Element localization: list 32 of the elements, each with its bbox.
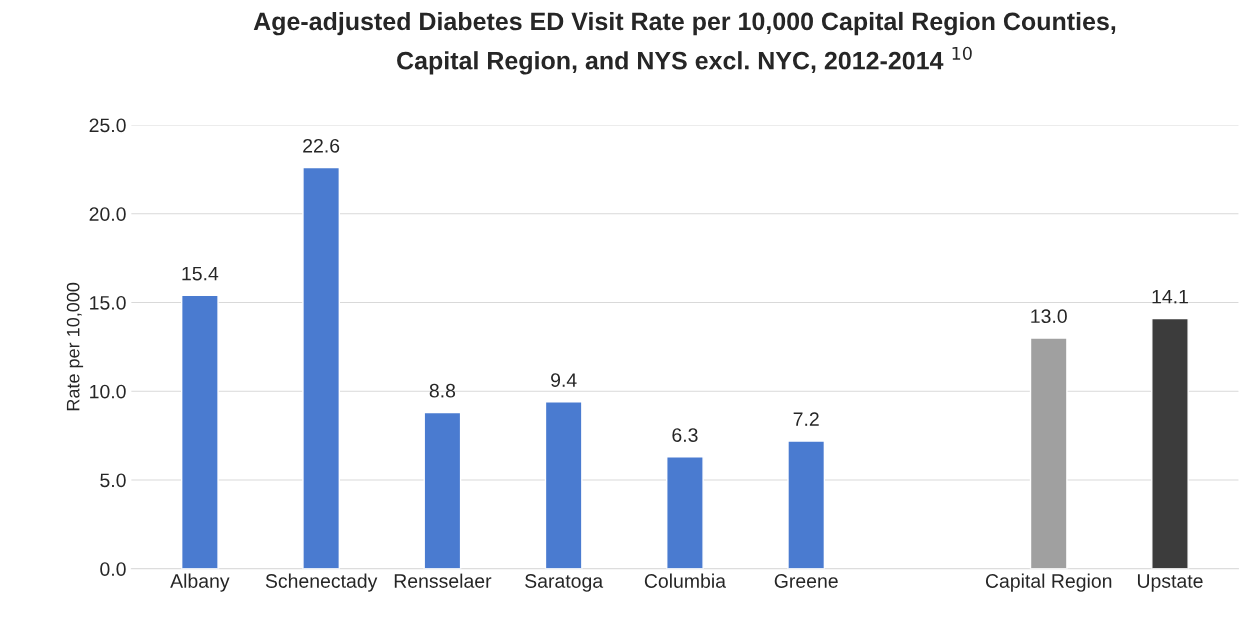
x-tick-label: Greene [774, 574, 838, 588]
y-tick-label: 20.0 [89, 207, 126, 221]
y-tick-label: 0.0 [100, 562, 126, 576]
y-tick-label: 25.0 [89, 118, 126, 133]
data-label: 15.4 [182, 266, 219, 281]
bar [1151, 317, 1189, 569]
x-tick-label: Columbia [644, 573, 726, 588]
bar [787, 440, 826, 569]
x-tick-label: Upstate [1137, 574, 1203, 592]
data-label: 6.3 [672, 428, 698, 442]
x-tick-label: Rensselaer [394, 573, 492, 588]
data-label: 7.2 [793, 412, 819, 426]
bar [180, 294, 219, 569]
bar [423, 411, 462, 569]
data-label: 14.1 [1152, 289, 1188, 304]
data-label: 22.6 [303, 138, 340, 153]
bar [666, 456, 704, 569]
chart-title: Age-adjusted Diabetes ED Visit Rate per 10,000 Capital Region Counties, Capital Region, and NYS excl. NYC, 2012-2014 $^{10}$ [253, 11, 1116, 75]
x-tick-label: Capital Region [985, 573, 1112, 592]
x-tick-label: Albany [170, 573, 230, 592]
y-tick-label: 5.0 [100, 473, 126, 488]
data-label: 8.8 [429, 383, 456, 398]
bar [544, 401, 583, 569]
y-axis-title: Rate per 10,000 [66, 282, 84, 411]
y-tick-label: 15.0 [90, 295, 126, 310]
y-tick-label: 10.0 [90, 384, 126, 399]
data-label: 9.4 [551, 373, 577, 387]
x-tick-label: Saratoga [525, 574, 604, 592]
x-tick-label: Schenectady [265, 573, 378, 592]
data-label: 13.0 [1031, 309, 1067, 324]
bar [1029, 337, 1068, 569]
bar [302, 166, 341, 569]
